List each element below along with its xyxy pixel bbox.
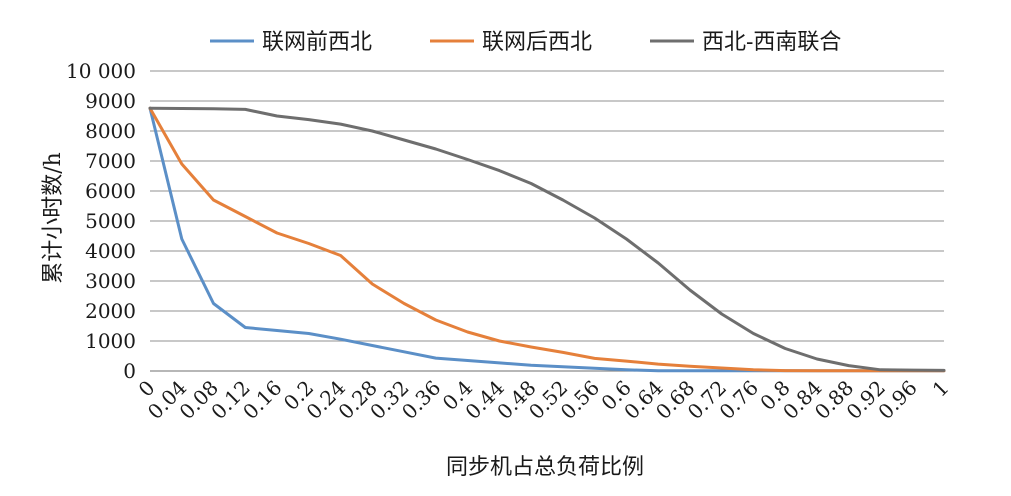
y-tick-label: 0 bbox=[123, 359, 136, 383]
series-line-3 bbox=[148, 106, 946, 372]
series-lines bbox=[148, 106, 946, 373]
y-tick-label: 2000 bbox=[85, 299, 136, 323]
x-axis-title: 同步机占总负荷比例 bbox=[446, 455, 644, 480]
legend-label: 联网后西北 bbox=[482, 30, 592, 55]
x-axis-ticks: 00.040.080.120.160.20.240.280.320.360.40… bbox=[134, 376, 954, 424]
y-tick-label: 7000 bbox=[85, 149, 136, 173]
y-tick-label: 10 000 bbox=[66, 59, 136, 83]
legend-label: 联网前西北 bbox=[262, 30, 372, 55]
series-line-2 bbox=[148, 106, 946, 373]
y-tick-label: 5000 bbox=[85, 209, 136, 233]
legend-label: 西北-西南联合 bbox=[702, 30, 841, 55]
gridlines bbox=[150, 70, 944, 372]
y-tick-label: 9000 bbox=[85, 89, 136, 113]
y-tick-label: 3000 bbox=[85, 269, 136, 293]
series-line-1 bbox=[148, 106, 946, 373]
legend-item: 联网前西北 bbox=[210, 30, 372, 55]
y-axis-title: 累计小时数/h bbox=[41, 152, 66, 284]
legend: 联网前西北 联网后西北 西北-西南联合 bbox=[210, 30, 841, 55]
x-tick-label: 1 bbox=[928, 376, 954, 402]
y-tick-label: 1000 bbox=[85, 329, 136, 353]
y-axis-ticks: 0 1000 2000 3000 4000 5000 6000 7000 8000 9000 10 … bbox=[66, 59, 136, 383]
x-tick-label: 0.96 bbox=[873, 376, 921, 424]
legend-item: 西北-西南联合 bbox=[650, 30, 841, 55]
y-tick-label: 6000 bbox=[85, 179, 136, 203]
y-tick-label: 4000 bbox=[85, 239, 136, 263]
legend-item: 联网后西北 bbox=[430, 30, 592, 55]
y-tick-label: 8000 bbox=[85, 119, 136, 143]
